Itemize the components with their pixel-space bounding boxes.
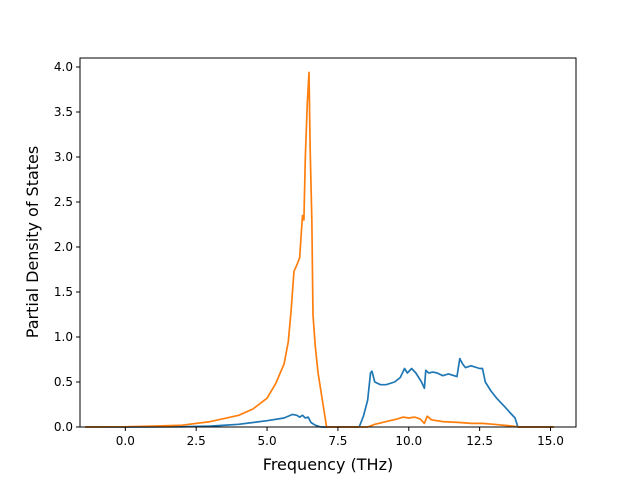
x-tick-label: 10.0	[395, 434, 422, 448]
series-line-1	[84, 357, 555, 428]
series-line-2	[84, 71, 555, 428]
x-tick-label: 5.0	[258, 434, 277, 448]
series-layer	[84, 71, 555, 428]
y-tick-label: 4.0	[54, 60, 73, 74]
x-tick-label: 0.0	[116, 434, 135, 448]
y-axis-ticks: 0.0 0.5 1.0 1.5 2.0 2.5 3.0 3.5 4.0	[54, 60, 80, 434]
y-tick-label: 0.0	[54, 420, 73, 434]
plot-background	[80, 58, 576, 427]
y-tick-label: 0.5	[54, 375, 73, 389]
plot-frame	[79, 57, 577, 428]
y-tick-label: 3.0	[54, 150, 73, 164]
y-tick-label: 2.5	[54, 195, 73, 209]
y-tick-label: 2.0	[54, 240, 73, 254]
x-tick-label: 12.5	[466, 434, 493, 448]
x-tick-label: 15.0	[537, 434, 564, 448]
x-axis-label: Frequency (THz)	[263, 455, 393, 474]
y-tick-label: 1.0	[54, 330, 73, 344]
y-tick-label: 1.5	[54, 285, 73, 299]
x-axis-ticks: 0.0 2.5 5.0 7.5 10.0 12.5 15.0	[116, 427, 564, 448]
x-tick-label: 7.5	[328, 434, 347, 448]
y-tick-label: 3.5	[54, 105, 73, 119]
x-tick-label: 2.5	[187, 434, 206, 448]
y-axis-label: Partial Density of States	[23, 146, 42, 338]
